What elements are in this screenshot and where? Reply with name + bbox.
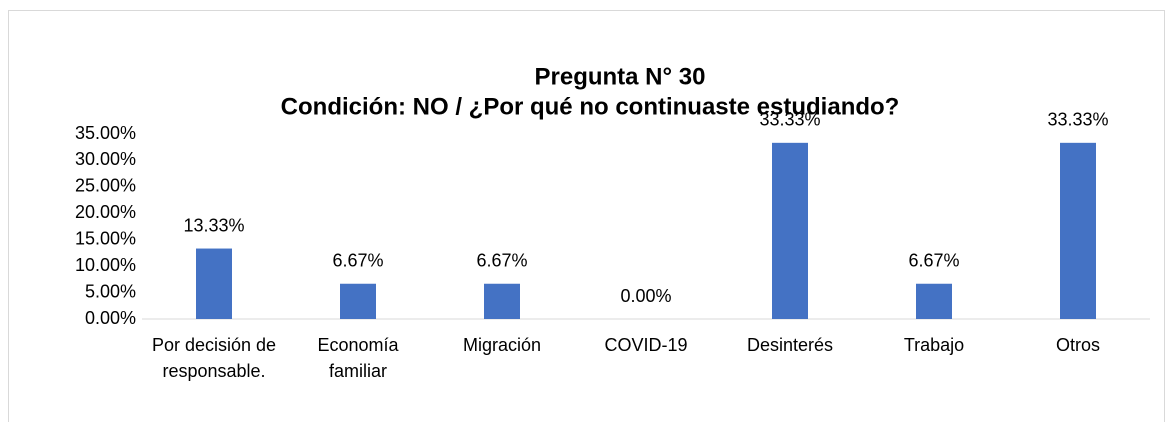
y-tick-label: 0.00% bbox=[85, 308, 136, 328]
x-tick-label: Migración bbox=[462, 335, 542, 355]
chart-border bbox=[8, 10, 1165, 422]
bar bbox=[484, 283, 520, 319]
bar bbox=[1060, 142, 1096, 319]
bar bbox=[196, 248, 232, 319]
y-tick-label: 5.00% bbox=[85, 281, 136, 301]
bar bbox=[772, 142, 808, 319]
value-label: 6.67% bbox=[908, 250, 959, 270]
y-tick-label: 25.00% bbox=[75, 176, 136, 196]
x-tick-label: Economía familiar bbox=[317, 335, 399, 381]
value-label: 6.67% bbox=[476, 250, 527, 270]
y-tick-label: 35.00% bbox=[75, 123, 136, 143]
chart-title: Pregunta N° 30 bbox=[535, 63, 706, 90]
value-label: 33.33% bbox=[759, 110, 820, 130]
value-label: 6.67% bbox=[332, 250, 383, 270]
x-tick-label: Por decisión de responsable. bbox=[151, 335, 277, 381]
value-label: 0.00% bbox=[620, 286, 671, 306]
x-tick-label: COVID-19 bbox=[604, 335, 688, 355]
x-tick-label: Otros bbox=[1055, 335, 1100, 355]
y-tick-label: 10.00% bbox=[75, 255, 136, 275]
y-tick-label: 30.00% bbox=[75, 149, 136, 169]
bar bbox=[340, 283, 376, 319]
x-tick-label: Desinterés bbox=[746, 335, 834, 355]
value-label: 13.33% bbox=[183, 215, 244, 235]
value-label: 33.33% bbox=[1047, 110, 1108, 130]
y-tick-label: 20.00% bbox=[75, 202, 136, 222]
x-tick-label: Trabajo bbox=[903, 335, 965, 355]
chart-subtitle: Condición: NO / ¿Por qué no continuaste … bbox=[281, 93, 900, 120]
y-tick-label: 15.00% bbox=[75, 228, 136, 248]
bar bbox=[916, 283, 952, 319]
